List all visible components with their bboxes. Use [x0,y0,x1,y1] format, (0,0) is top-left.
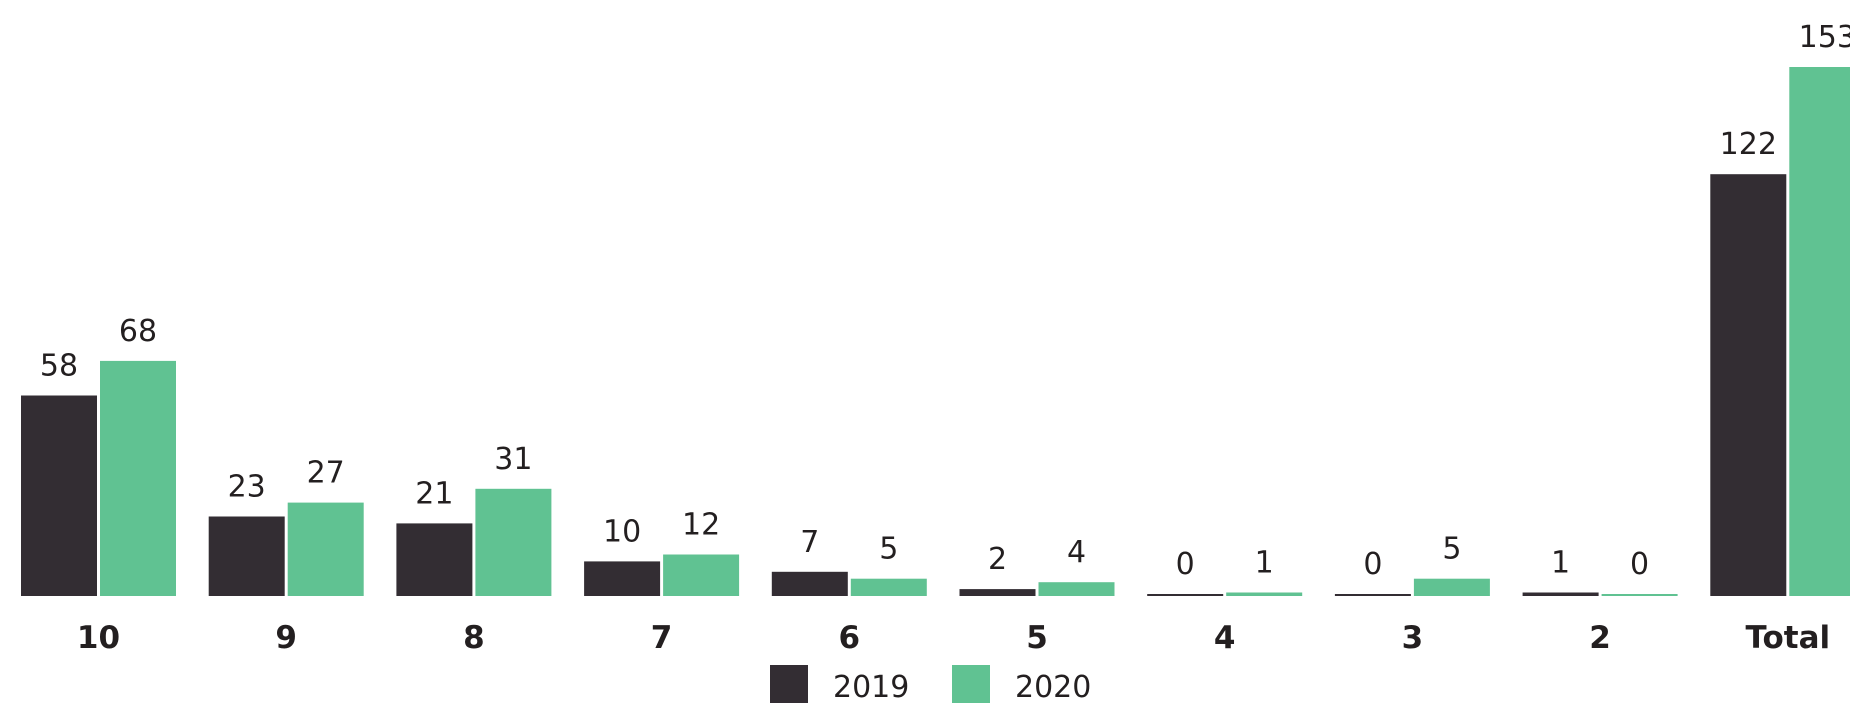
bar-2019-5 [959,589,1036,596]
category-label-4: 4 [1214,620,1236,656]
bar-2019-4 [1147,594,1224,596]
bar-2020-10 [100,360,176,596]
value-label-2019-total: 122 [1720,127,1777,162]
category-label-9: 9 [275,620,297,656]
value-label-2020-9: 27 [307,456,345,491]
legend-swatch-2020 [952,665,990,703]
bar-2019-9 [208,516,285,596]
bar-2019-10 [21,395,97,596]
bar-2020-4 [1226,592,1303,596]
value-label-2020-4: 1 [1255,546,1274,581]
value-label-2020-2: 0 [1630,547,1649,582]
bar-2019-total [1710,174,1787,596]
bar-2020-6 [850,578,927,596]
category-label-total: Total [1745,620,1830,656]
bar-2020-9 [287,502,364,596]
category-label-2: 2 [1589,620,1611,656]
value-label-2019-3: 0 [1363,547,1382,582]
value-label-2020-5: 4 [1067,535,1086,570]
value-label-2019-5: 2 [988,542,1007,577]
category-label-8: 8 [463,620,485,656]
value-label-2020-8: 31 [494,442,532,477]
value-label-2020-3: 5 [1442,532,1461,567]
value-label-2019-8: 21 [415,476,453,511]
bar-2020-total [1789,67,1850,596]
legend-label-2019: 2019 [833,670,909,703]
value-label-2019-6: 7 [800,525,819,560]
category-label-5: 5 [1026,620,1048,656]
value-label-2019-7: 10 [603,514,641,549]
value-label-2019-4: 0 [1176,547,1195,582]
bar-2019-8 [396,523,473,596]
bar-2019-7 [584,561,661,596]
bar-2019-6 [771,571,848,596]
bar-2020-5 [1038,582,1115,596]
category-labels-layer: 10 9 8 7 6 5 4 3 2 Total [77,620,1830,656]
bar-2020-8 [475,488,552,596]
value-label-2020-total: 153 [1799,20,1850,55]
category-label-7: 7 [651,620,673,656]
value-label-2020-10: 68 [119,314,157,349]
bar-2020-7 [663,554,740,596]
value-label-2019-9: 23 [228,470,266,505]
value-label-2020-7: 12 [682,508,720,543]
bar-2019-2 [1522,592,1599,596]
bar-2019-3 [1334,594,1411,596]
value-label-2020-6: 5 [879,532,898,567]
value-label-2019-10: 58 [40,349,78,384]
legend: 2019 2020 [770,665,1091,703]
category-label-3: 3 [1402,620,1424,656]
bar-2020-2 [1601,594,1678,596]
bars-layer [21,67,1850,596]
value-label-2019-2: 1 [1551,546,1570,581]
category-label-6: 6 [839,620,861,656]
legend-swatch-2019 [770,665,808,703]
category-label-10: 10 [77,620,120,656]
legend-label-2020: 2020 [1015,670,1091,703]
bar-2020-3 [1413,578,1490,596]
